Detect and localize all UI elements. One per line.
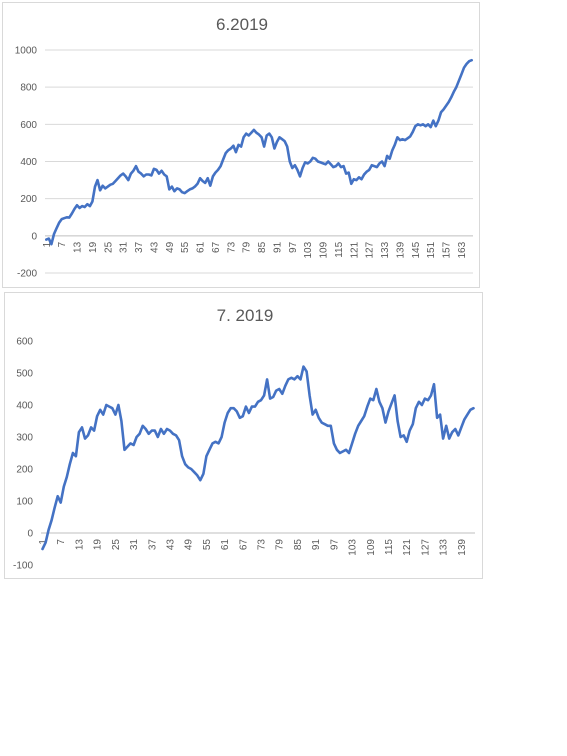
y-tick-label: 400 <box>20 157 37 168</box>
x-tick-label: 43 <box>165 539 176 551</box>
y-tick-label: 400 <box>16 401 33 412</box>
x-tick-label: 109 <box>366 539 377 556</box>
x-tick-label: 115 <box>384 539 395 555</box>
x-tick-label: 163 <box>457 241 468 258</box>
x-tick-label: 43 <box>149 241 160 253</box>
x-tick-label: 97 <box>329 539 340 551</box>
y-tick-label: 600 <box>16 337 33 348</box>
x-tick-label: 115 <box>334 241 345 257</box>
y-tick-label: 800 <box>20 83 37 94</box>
x-tick-label: 1 <box>38 539 49 545</box>
x-tick-label: 55 <box>202 539 213 551</box>
chart-title: 7. 2019 <box>217 306 274 325</box>
y-tick-label: 300 <box>16 433 33 444</box>
x-tick-label: 127 <box>420 539 431 556</box>
series-line <box>41 365 475 551</box>
x-tick-label: 121 <box>402 539 413 556</box>
y-tick-label: 0 <box>31 231 37 242</box>
x-tick-label: 73 <box>226 241 237 253</box>
x-tick-label: 61 <box>220 539 231 551</box>
x-tick-label: 133 <box>439 539 450 556</box>
x-tick-label: 13 <box>73 241 84 253</box>
x-tick-label: 145 <box>411 241 422 258</box>
x-tick-label: 133 <box>380 241 391 258</box>
y-tick-label: -100 <box>13 561 33 572</box>
x-tick-label: 49 <box>165 241 176 253</box>
series-line <box>44 58 474 246</box>
x-tick-label: 151 <box>426 241 437 258</box>
y-tick-label: 200 <box>16 465 33 476</box>
x-tick-label: 109 <box>319 241 330 258</box>
chart-6-2019-svg: 6.2019 -200 0 200 400 600 800 1000 1 7 13 19 25 31 3… <box>15 15 474 280</box>
x-tick-label: 19 <box>93 539 104 551</box>
x-tick-label: 61 <box>196 241 207 253</box>
chart-7-2019-svg: 7. 2019 -100 0 100 200 300 400 500 600 1 7 13 19 25… <box>13 306 475 572</box>
x-tick-label: 103 <box>348 539 359 556</box>
x-tick-label: 157 <box>442 241 453 258</box>
x-tick-label: 79 <box>275 539 286 551</box>
x-tick-label: 121 <box>349 241 360 258</box>
x-tick-label: 7 <box>56 539 67 545</box>
x-tick-label: 37 <box>134 241 145 253</box>
x-tick-label: 97 <box>288 241 299 253</box>
y-tick-label: 1000 <box>15 46 38 57</box>
x-tick-label: 37 <box>147 539 158 551</box>
x-tick-label: 85 <box>293 539 304 551</box>
x-tick-label: 19 <box>88 241 99 253</box>
y-tick-label: 600 <box>20 120 37 131</box>
x-tick-label: 139 <box>395 241 406 258</box>
y-tick-label: 200 <box>20 194 37 205</box>
x-tick-label: 73 <box>257 539 268 551</box>
x-tick-label: 31 <box>119 241 130 253</box>
y-tick-label: -200 <box>17 269 37 280</box>
chart-7-2019: 7. 2019 -100 0 100 200 300 400 500 600 1 7 13 19 25… <box>4 292 483 579</box>
x-tick-label: 7 <box>57 241 68 247</box>
x-tick-label: 49 <box>184 539 195 551</box>
x-tick-label: 25 <box>111 539 122 551</box>
x-tick-label: 103 <box>303 241 314 258</box>
x-tick-label: 1 <box>42 241 53 247</box>
x-tick-label: 127 <box>365 241 376 258</box>
x-tick-label: 25 <box>103 241 114 253</box>
x-tick-label: 67 <box>238 539 249 551</box>
chart-6-2019: 6.2019 -200 0 200 400 600 800 1000 1 7 13 19 25 31 3… <box>2 2 480 288</box>
y-tick-label: 100 <box>16 497 33 508</box>
x-tick-label: 13 <box>74 539 85 551</box>
chart-title: 6.2019 <box>216 15 268 34</box>
y-tick-label: 0 <box>27 529 33 540</box>
x-tick-label: 55 <box>180 241 191 253</box>
x-tick-label: 31 <box>129 539 140 551</box>
x-tick-label: 67 <box>211 241 222 253</box>
x-tick-label: 85 <box>257 241 268 253</box>
x-tick-label: 91 <box>272 241 283 253</box>
x-tick-label: 139 <box>457 539 468 556</box>
x-tick-label: 91 <box>311 539 322 551</box>
x-tick-label: 79 <box>242 241 253 253</box>
y-tick-label: 500 <box>16 369 33 380</box>
